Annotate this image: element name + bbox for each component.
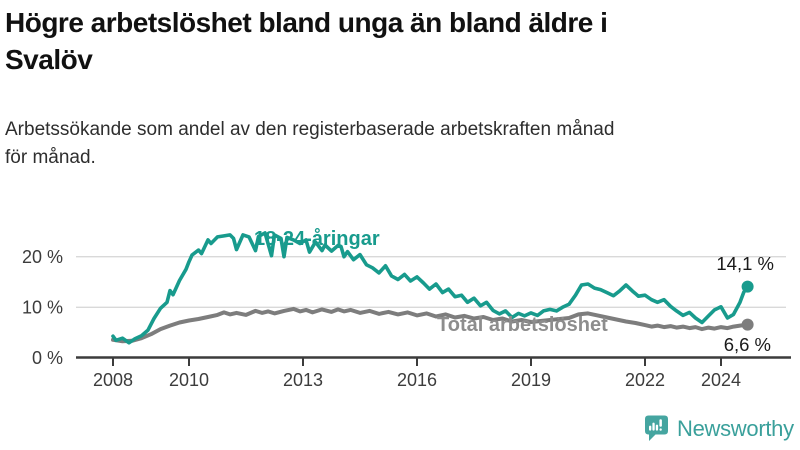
x-tick-label: 2024 xyxy=(701,370,741,390)
x-tick-label: 2010 xyxy=(169,370,209,390)
series-label-youth: 18-24-åringar xyxy=(254,227,380,250)
end-value-youth: 14,1 % xyxy=(716,253,774,274)
series-label-total: Total arbetslöshet xyxy=(437,314,608,336)
newsworthy-logo: Newsworthy xyxy=(644,415,794,442)
y-tick-label: 10 % xyxy=(22,298,63,318)
series-line-youth xyxy=(111,231,750,345)
series-end-dot-youth xyxy=(741,280,754,293)
page-title: Högre arbetslöshet bland unga än bland ä… xyxy=(5,7,608,76)
y-tick-label: 0 % xyxy=(32,348,63,368)
x-tick-label: 2008 xyxy=(93,370,133,390)
x-tick-label: 2016 xyxy=(397,370,437,390)
series-end-dot-total xyxy=(741,318,754,331)
x-tick-label: 2022 xyxy=(625,370,665,390)
y-tick-label: 20 % xyxy=(22,247,63,267)
brand-name: Newsworthy xyxy=(677,415,794,441)
end-value-total: 6,6 % xyxy=(724,334,771,355)
speech-bubble-bar-chart-icon xyxy=(645,415,668,441)
x-tick-label: 2019 xyxy=(511,370,551,390)
page-subtitle: Arbetssökande som andel av den registerb… xyxy=(5,119,615,168)
series-line-total xyxy=(111,306,750,344)
x-tick-label: 2013 xyxy=(283,370,323,390)
